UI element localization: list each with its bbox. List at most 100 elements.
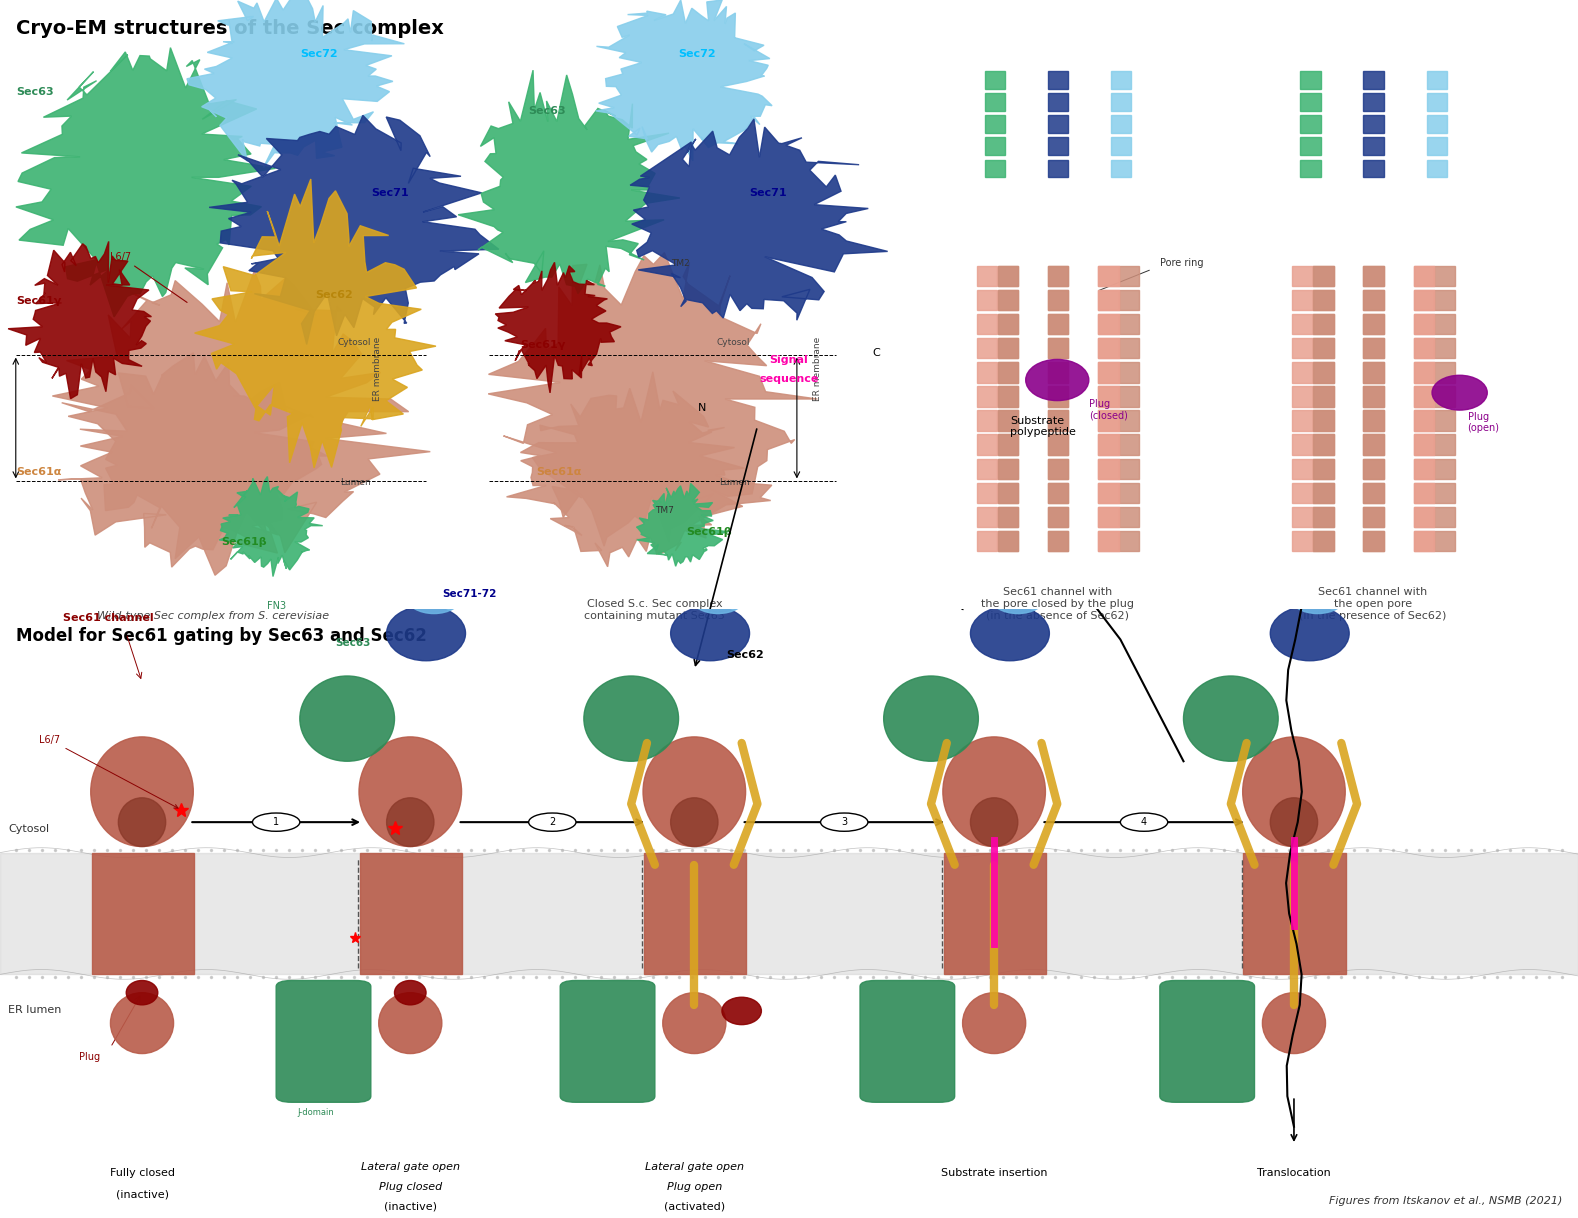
Bar	[1313, 410, 1333, 431]
Text: Substrate
polypeptide: Substrate polypeptide	[1010, 415, 1076, 437]
Text: Pore ring: Pore ring	[1160, 258, 1204, 268]
Bar	[644, 853, 746, 974]
Bar	[1313, 314, 1333, 335]
Bar	[1363, 410, 1384, 431]
Bar	[985, 116, 1005, 133]
Bar	[1414, 314, 1434, 335]
Bar	[997, 386, 1018, 407]
Ellipse shape	[126, 980, 158, 1005]
Bar	[1098, 339, 1119, 358]
Bar	[985, 160, 1005, 178]
Bar	[1048, 435, 1068, 454]
Bar	[1098, 339, 1119, 358]
Bar	[997, 339, 1018, 358]
Text: Sec71-72: Sec71-72	[442, 588, 495, 599]
Bar	[1363, 507, 1384, 527]
Bar	[1313, 458, 1333, 479]
Ellipse shape	[300, 676, 394, 761]
Text: (inactive): (inactive)	[115, 1190, 169, 1200]
Ellipse shape	[671, 798, 718, 847]
Ellipse shape	[358, 737, 462, 847]
Bar	[1363, 386, 1384, 407]
Bar	[1300, 71, 1321, 89]
Bar	[1414, 290, 1434, 311]
Ellipse shape	[90, 737, 193, 847]
Ellipse shape	[110, 993, 174, 1054]
Bar	[997, 386, 1018, 407]
Bar	[977, 531, 997, 551]
Text: Closed S.c. Sec complex
containing mutant Sec63: Closed S.c. Sec complex containing mutan…	[584, 599, 726, 621]
Bar	[1414, 507, 1434, 527]
Circle shape	[821, 814, 868, 831]
Bar	[977, 362, 997, 382]
Ellipse shape	[942, 737, 1046, 847]
Bar	[1292, 314, 1313, 335]
Bar	[1119, 362, 1139, 382]
Bar	[1111, 138, 1131, 155]
Bar	[1111, 93, 1131, 111]
Text: Lumen: Lumen	[720, 477, 750, 486]
Ellipse shape	[671, 607, 750, 660]
Text: Sec72: Sec72	[679, 49, 716, 58]
Bar	[1363, 116, 1384, 133]
Text: Sec61β: Sec61β	[686, 527, 732, 537]
Bar	[977, 507, 997, 527]
Text: Sec61γ: Sec61γ	[16, 296, 62, 306]
Bar	[1292, 290, 1313, 311]
Bar	[1048, 160, 1068, 178]
Bar	[1292, 435, 1313, 454]
Ellipse shape	[1270, 607, 1349, 660]
Text: Signal: Signal	[770, 356, 808, 365]
Bar	[1434, 482, 1455, 503]
Bar	[997, 314, 1018, 335]
Ellipse shape	[407, 580, 462, 614]
Bar	[1098, 290, 1119, 311]
Bar	[1048, 314, 1068, 335]
Ellipse shape	[970, 607, 1049, 660]
Bar	[1313, 290, 1333, 311]
Bar	[1292, 458, 1313, 479]
Bar	[1414, 410, 1434, 431]
Bar	[1363, 531, 1384, 551]
Ellipse shape	[584, 676, 679, 761]
Bar	[1414, 458, 1434, 479]
Bar	[1048, 435, 1068, 454]
Bar	[1292, 410, 1313, 431]
Bar	[1313, 410, 1333, 431]
Bar	[1048, 138, 1068, 155]
Text: (activated): (activated)	[664, 1202, 724, 1212]
Bar	[1119, 339, 1139, 358]
Bar	[1414, 339, 1434, 358]
Bar	[1414, 531, 1434, 551]
Bar	[997, 362, 1018, 382]
Bar	[1098, 314, 1119, 335]
Bar	[1098, 531, 1119, 551]
Ellipse shape	[118, 798, 166, 847]
Bar	[944, 853, 1046, 974]
Bar	[1414, 386, 1434, 407]
Text: Translocation: Translocation	[1258, 1168, 1330, 1179]
Bar	[1363, 386, 1384, 407]
Bar	[1414, 314, 1434, 335]
Circle shape	[252, 814, 300, 831]
Text: ER membrane: ER membrane	[813, 336, 822, 401]
Bar	[1098, 362, 1119, 382]
Bar	[1313, 362, 1333, 382]
Bar	[1098, 482, 1119, 503]
Text: Plug
(closed): Plug (closed)	[1089, 400, 1128, 420]
Bar	[1313, 435, 1333, 454]
Bar	[1111, 160, 1131, 178]
Bar	[1414, 266, 1434, 286]
Bar	[1414, 435, 1434, 454]
Bar	[1434, 458, 1455, 479]
Ellipse shape	[1289, 580, 1344, 614]
Ellipse shape	[884, 676, 978, 761]
Bar	[1292, 507, 1313, 527]
Ellipse shape	[663, 993, 726, 1054]
Bar	[1048, 458, 1068, 479]
Ellipse shape	[387, 607, 466, 660]
Bar	[1434, 339, 1455, 358]
Bar	[1048, 339, 1068, 358]
Bar	[1292, 266, 1313, 286]
Polygon shape	[630, 119, 888, 320]
